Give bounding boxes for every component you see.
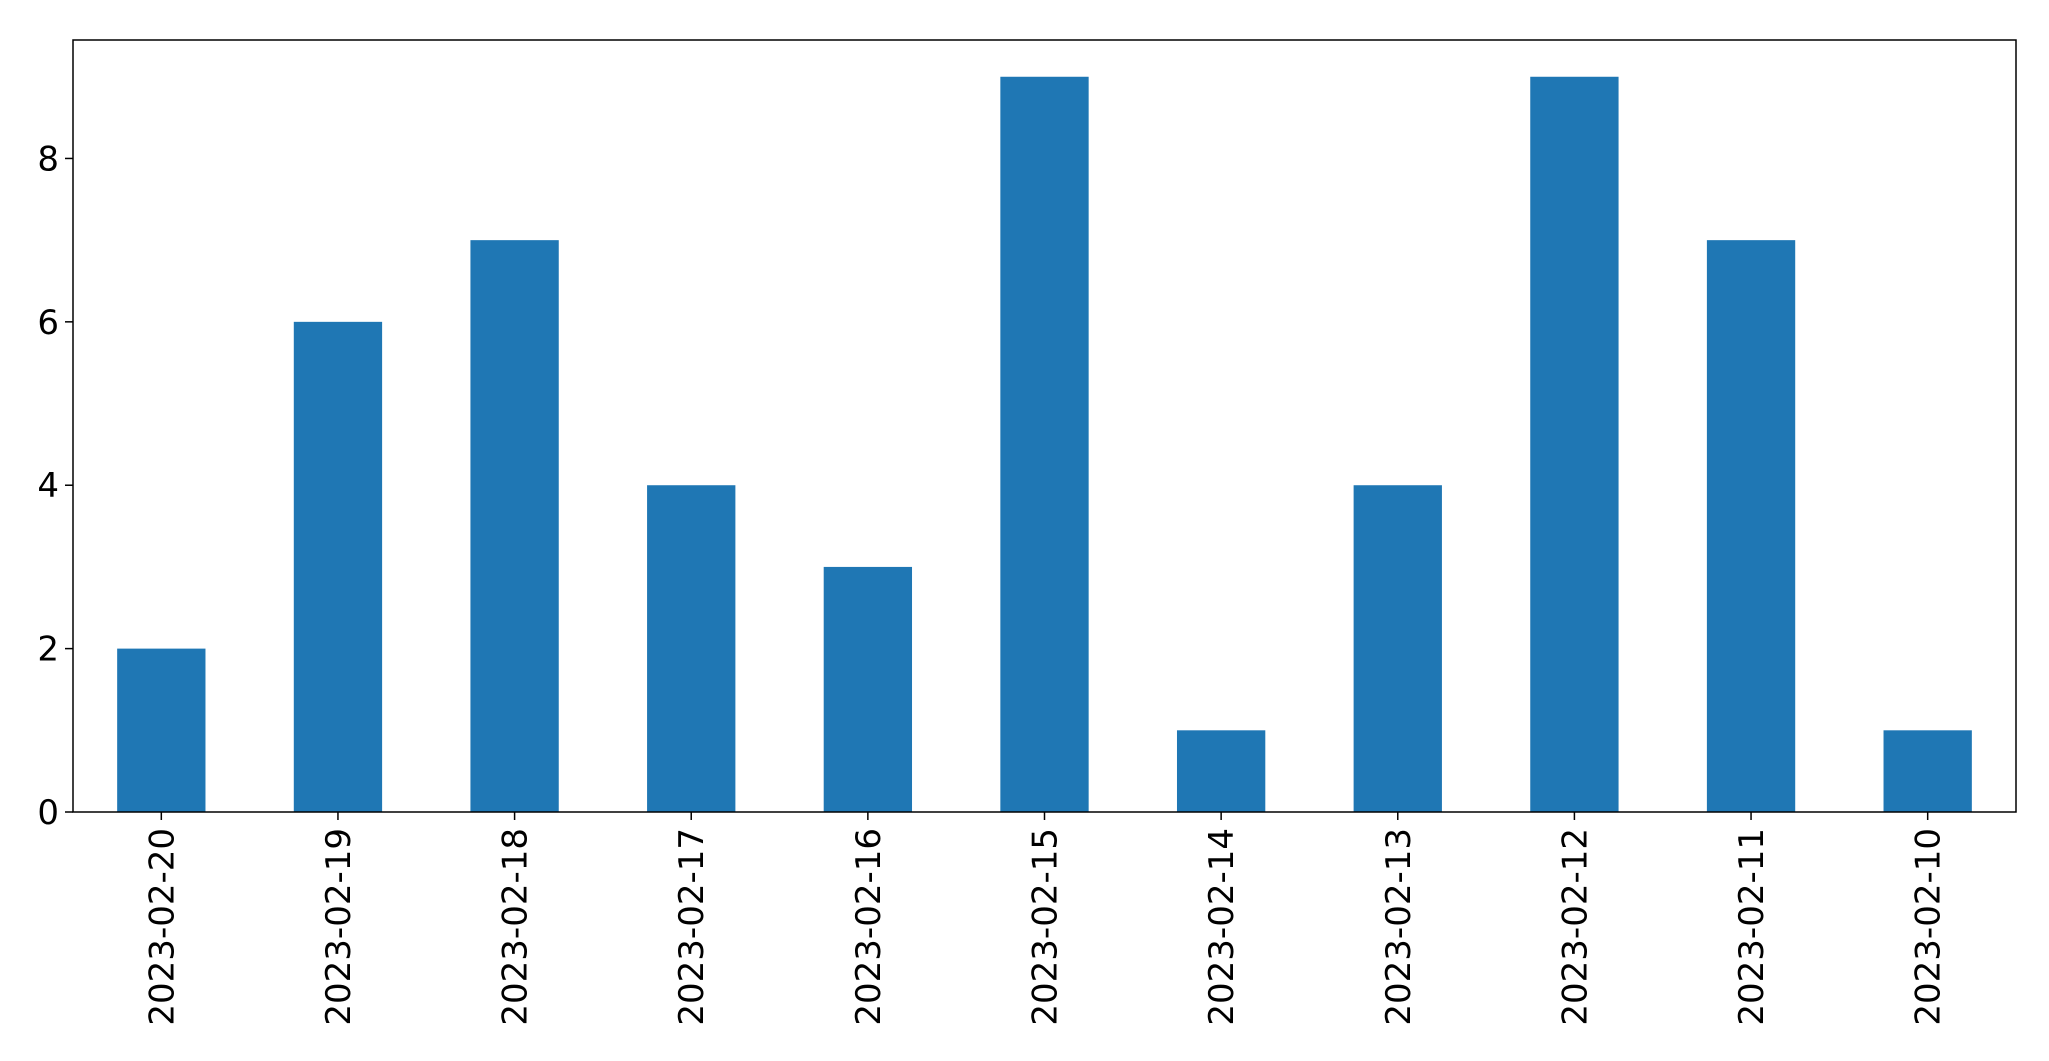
bar-2023-02-20: [117, 648, 206, 812]
y-tick-label: 2: [37, 630, 59, 670]
bar-2023-02-15: [1000, 76, 1089, 812]
bar-2023-02-18: [470, 240, 559, 813]
bar-2023-02-11: [1706, 240, 1796, 813]
x-tick-label: 2023-02-17: [672, 828, 712, 1026]
plot-frame: [72, 39, 2017, 813]
x-tick-label: 2023-02-11: [1732, 828, 1772, 1026]
y-tick-label: 8: [37, 139, 59, 179]
y-tick-label: 4: [37, 466, 59, 506]
bars-group: [117, 76, 1972, 813]
bar-2023-02-13: [1353, 485, 1442, 812]
bar-2023-02-16: [823, 566, 913, 812]
x-axis: 2023-02-20 2023-02-19 2023-02-18 2023-02-17…: [142, 812, 1949, 1026]
bar-2023-02-17: [647, 485, 736, 812]
bar-2023-02-19: [293, 321, 383, 812]
x-tick-label: 2023-02-14: [1202, 828, 1242, 1026]
bar-2023-02-10: [1883, 730, 1972, 812]
x-tick-label: 2023-02-16: [849, 828, 889, 1026]
bar-2023-02-14: [1176, 730, 1266, 812]
y-tick-label: 6: [37, 303, 59, 343]
x-tick-label: 2023-02-20: [142, 828, 182, 1026]
y-axis: 0 2 4 6 8: [37, 139, 73, 833]
x-tick-label: 2023-02-10: [1909, 828, 1949, 1026]
x-tick-label: 2023-02-13: [1379, 828, 1419, 1026]
x-tick-label: 2023-02-19: [319, 828, 359, 1026]
y-tick-label: 0: [37, 793, 59, 833]
x-tick-label: 2023-02-18: [496, 828, 536, 1026]
bar-2023-02-12: [1530, 76, 1619, 812]
x-tick-label: 2023-02-12: [1555, 828, 1595, 1026]
x-tick-label: 2023-02-15: [1026, 828, 1066, 1026]
